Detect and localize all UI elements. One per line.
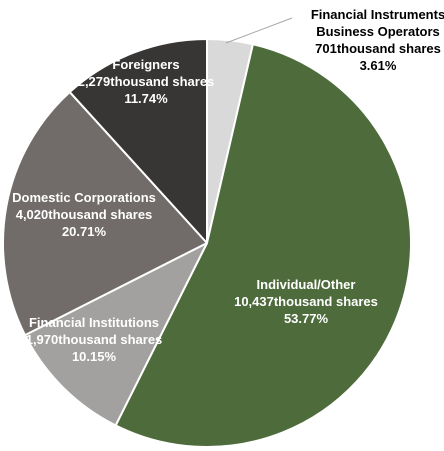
slice-foreigners [68, 38, 208, 244]
label-line: Foreigners [112, 57, 179, 72]
slice-individual-other [114, 43, 413, 449]
label-line: Domestic Corporations [12, 190, 156, 205]
label-line: 20.71% [62, 224, 107, 239]
data-label-foreigners: Foreigners 2,279thousand shares 11.74% [78, 57, 215, 106]
label-line: 701thousand shares [315, 41, 441, 56]
label-line: 11.74% [124, 91, 168, 106]
label-line: 2,279thousand shares [78, 74, 215, 89]
label-line: 10,437thousand shares [234, 294, 378, 309]
data-label-individual-other: Individual/Other 10,437thousand shares 53.… [234, 277, 378, 326]
label-line: 53.77% [284, 311, 329, 326]
label-line: 1,970thousand shares [26, 332, 163, 347]
label-line: Financial Institutions [29, 315, 159, 330]
label-line: Individual/Other [257, 277, 356, 292]
label-line: 3.61% [360, 58, 397, 73]
data-label-domestic-corporations: Domestic Corporations 4,020thousand share… [12, 190, 156, 239]
data-label-financial-institutions: Financial Institutions 1,970thousand shar… [26, 315, 163, 364]
label-line: Financial Instruments [311, 7, 444, 22]
slice-domestic-corporations [2, 91, 208, 337]
label-line: Business Operators [316, 24, 440, 39]
label-line: 4,020thousand shares [16, 207, 153, 222]
label-line: 10.15% [72, 349, 117, 364]
callout-leader-line [225, 17, 293, 44]
data-label-financial-instruments: Financial Instruments Business Operators 7… [311, 7, 444, 73]
slice-financial-institutions [23, 242, 208, 427]
